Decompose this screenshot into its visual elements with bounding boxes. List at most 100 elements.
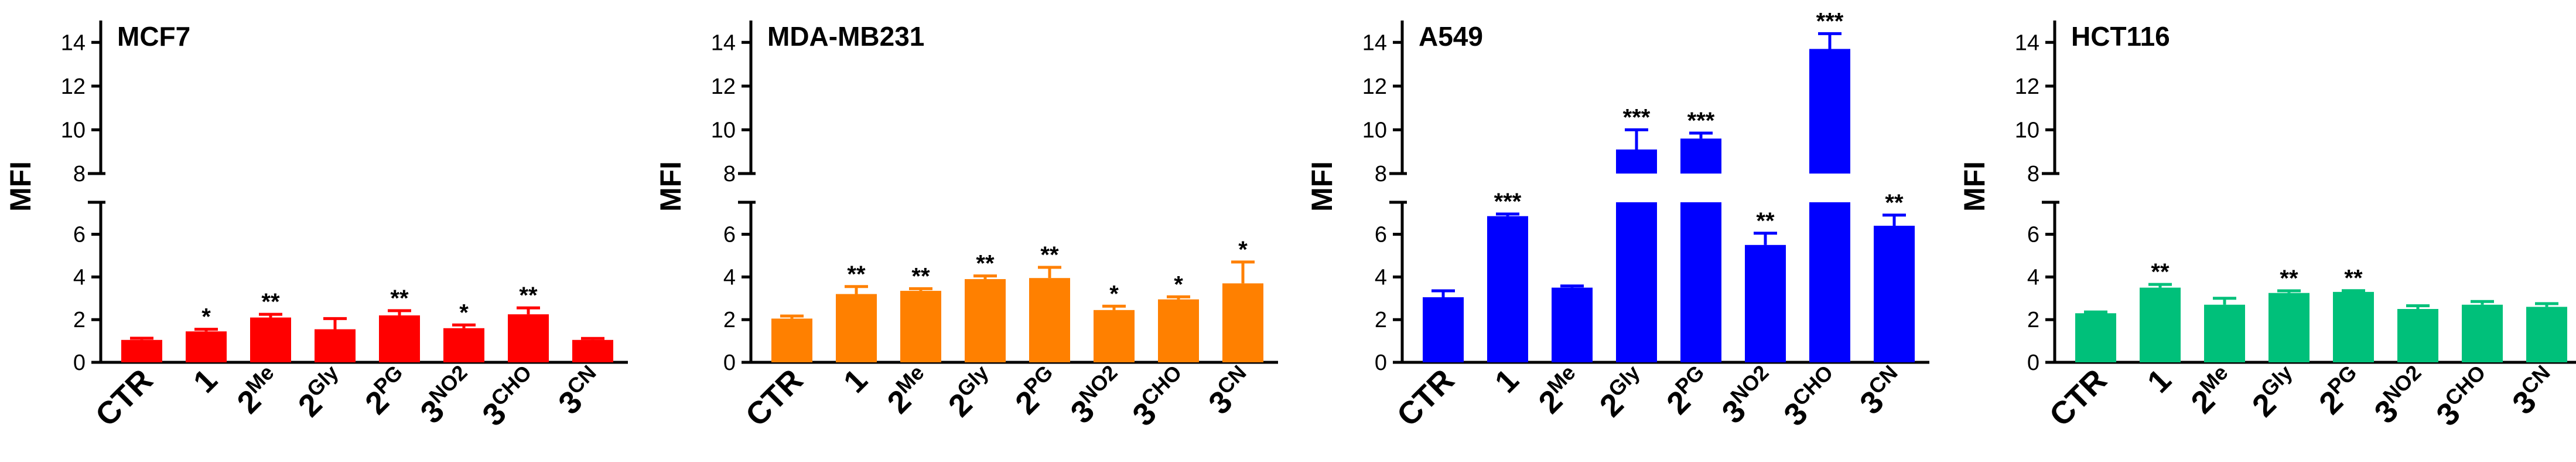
significance-label: *** — [1623, 104, 1651, 130]
significance-label: *** — [1494, 189, 1522, 215]
bar — [1029, 278, 1070, 362]
category-label: 2Gly — [939, 361, 1003, 424]
category-label: 3NO2 — [1713, 361, 1784, 431]
significance-label: ** — [261, 289, 280, 315]
category-label: CTR — [739, 362, 810, 433]
y-tick-label: 6 — [1375, 223, 1387, 247]
chart-panel-2: 02468101214MFIMDA-MB231CTR**1**2Me**2Gly… — [654, 21, 1278, 433]
y-tick-label: 2 — [2027, 308, 2039, 332]
bar — [1680, 202, 1721, 362]
chart-title: MCF7 — [117, 21, 190, 52]
significance-label: ** — [847, 261, 866, 287]
y-tick-label: 8 — [73, 162, 86, 186]
category-label-main: CTR — [1391, 362, 1461, 433]
bar-upper-segment — [1809, 49, 1850, 174]
category-label: 2Me — [2182, 361, 2243, 421]
category-label-main: CTR — [2043, 362, 2114, 433]
y-tick-label: 14 — [711, 30, 736, 55]
category-label: 3CHO — [1124, 361, 1197, 433]
y-axis-label: MFI — [654, 161, 687, 212]
y-axis-label: MFI — [1306, 161, 1338, 212]
bar — [836, 294, 877, 362]
category-label: CTR — [1391, 362, 1461, 433]
y-tick-label: 6 — [2027, 223, 2039, 247]
chart-title: A549 — [1419, 21, 1483, 52]
bar — [2462, 304, 2503, 362]
category-label: 1 — [2141, 362, 2178, 400]
category-label: 2Me — [1530, 361, 1590, 421]
y-tick-label: 6 — [73, 223, 86, 247]
y-tick-label: 8 — [723, 162, 736, 186]
category-label: 2Me — [228, 361, 289, 421]
category-label: 2PG — [356, 361, 417, 422]
y-tick-label: 4 — [723, 265, 736, 290]
y-tick-label: 2 — [73, 308, 86, 332]
category-label: CTR — [2043, 362, 2114, 433]
category-label: 1 — [1488, 362, 1526, 400]
bar — [2397, 309, 2438, 362]
category-label: 3NO2 — [412, 361, 482, 431]
bar — [2140, 287, 2181, 362]
bar — [900, 291, 941, 362]
bar — [771, 318, 812, 362]
y-tick-label: 10 — [711, 118, 736, 142]
category-label: 2PG — [1006, 361, 1067, 422]
category-label: 3CN — [2504, 361, 2565, 422]
category-label: 3CN — [550, 361, 611, 422]
category-label: 2Gly — [1591, 361, 1654, 424]
category-label: 2PG — [1658, 361, 1719, 422]
chart-title: MDA-MB231 — [767, 21, 924, 52]
y-tick-label: 12 — [2015, 74, 2039, 99]
y-tick-label: 14 — [1362, 30, 1387, 55]
y-tick-label: 2 — [1375, 308, 1387, 332]
significance-label: ** — [2280, 266, 2298, 291]
y-tick-label: 6 — [723, 223, 736, 247]
category-label: 3CHO — [2428, 361, 2500, 433]
bar — [2204, 304, 2245, 362]
bar — [572, 339, 613, 362]
bar — [1158, 299, 1199, 362]
significance-label: ** — [2344, 266, 2363, 291]
y-tick-label: 12 — [711, 74, 736, 99]
y-tick-label: 4 — [73, 265, 86, 290]
significance-label: * — [1238, 237, 1248, 263]
bar — [2268, 293, 2309, 362]
y-tick-label: 10 — [61, 118, 86, 142]
bar — [250, 317, 291, 362]
category-label: 3NO2 — [1062, 361, 1132, 431]
y-tick-label: 0 — [1375, 351, 1387, 375]
bar — [1487, 216, 1528, 362]
significance-label: ** — [2151, 259, 2170, 285]
chart-title: HCT116 — [2071, 21, 2170, 52]
y-tick-label: 10 — [2015, 118, 2039, 142]
category-label: 3CN — [1851, 361, 1912, 422]
significance-label: * — [201, 304, 211, 330]
y-tick-label: 4 — [2027, 265, 2039, 290]
significance-label: ** — [519, 283, 538, 308]
bar — [2075, 313, 2116, 362]
significance-label: ** — [911, 263, 930, 289]
bar — [1809, 202, 1850, 362]
significance-label: ** — [976, 251, 995, 277]
bar — [1222, 283, 1263, 362]
y-tick-label: 14 — [61, 30, 86, 55]
significance-label: ** — [1040, 242, 1059, 268]
y-axis-label: MFI — [4, 161, 37, 212]
category-label: 2PG — [2310, 361, 2371, 422]
bar — [2333, 291, 2374, 362]
bar-upper-segment — [1616, 149, 1657, 174]
bar — [315, 329, 356, 362]
bar-upper-segment — [1680, 138, 1721, 174]
y-tick-label: 8 — [2027, 162, 2039, 186]
y-tick-label: 12 — [1362, 74, 1387, 99]
category-label: 2Gly — [289, 361, 353, 424]
category-label-main: 1 — [2141, 362, 2178, 400]
category-label: 3CN — [1200, 361, 1261, 422]
bar — [1745, 244, 1786, 362]
bar — [1874, 226, 1915, 362]
y-tick-label: 0 — [723, 351, 736, 375]
significance-label: ** — [1885, 190, 1904, 216]
